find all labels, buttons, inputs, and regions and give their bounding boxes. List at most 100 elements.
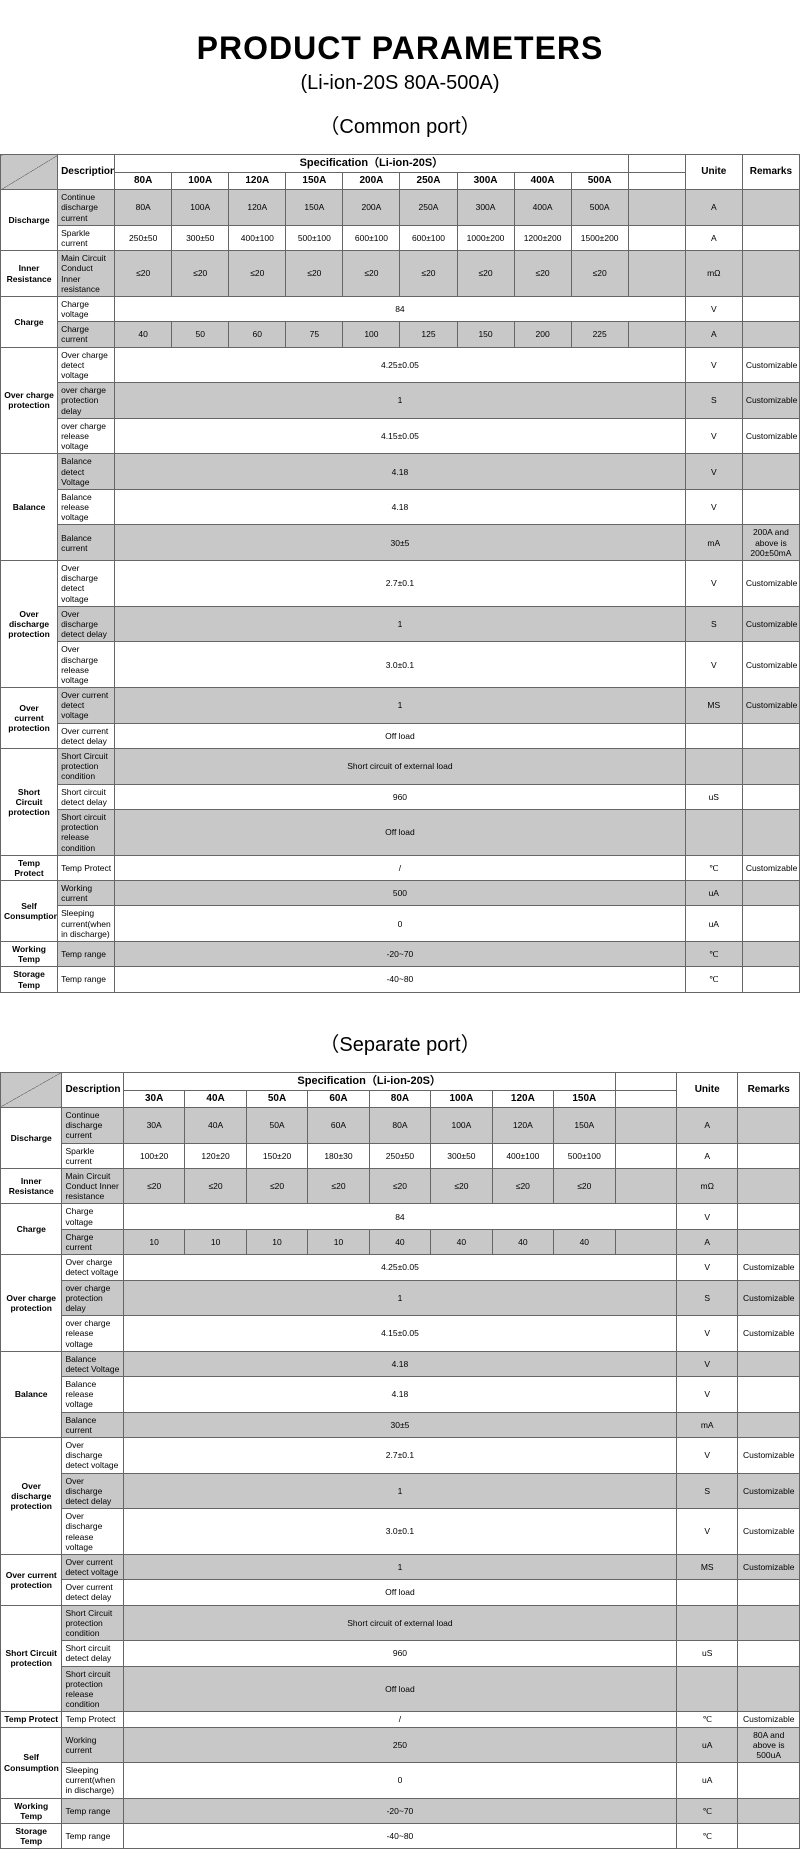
val: ≤20	[246, 1168, 307, 1204]
unit: V	[676, 1438, 737, 1474]
rem: Customizable	[738, 1438, 800, 1474]
rem	[738, 1168, 800, 1204]
rem: Customizable	[742, 688, 799, 724]
cat-occ: Over current protection	[1, 1554, 62, 1605]
val: 300A	[457, 190, 514, 226]
col-header: 50A	[246, 1090, 307, 1107]
rem: Customizable	[738, 1280, 800, 1316]
unit: S	[685, 606, 742, 642]
rem: Customizable	[738, 1554, 800, 1579]
diag-cell	[1, 155, 58, 190]
desc: Temp range	[58, 942, 115, 967]
val: 2.7±0.1	[115, 561, 686, 607]
val: ≤20	[172, 251, 229, 297]
unit: A	[685, 225, 742, 250]
desc: Over current detect voltage	[62, 1554, 123, 1579]
val: 500±100	[554, 1143, 615, 1168]
blank	[628, 155, 685, 173]
unit	[685, 723, 742, 748]
unit: uA	[685, 906, 742, 942]
val: 250A	[400, 190, 457, 226]
desc: Charge current	[58, 322, 115, 347]
cat-bal: Balance	[1, 454, 58, 561]
val: 4.18	[115, 454, 686, 490]
val: 100A	[172, 190, 229, 226]
val: 1200±200	[514, 225, 571, 250]
val: 4.18	[115, 489, 686, 525]
cat-scp: Short Circuit protection	[1, 1605, 62, 1712]
val: Short circuit of external load	[123, 1605, 676, 1641]
unit: A	[676, 1229, 737, 1254]
col-header: 120A	[229, 173, 286, 190]
val: 30±5	[115, 525, 686, 561]
rem	[742, 723, 799, 748]
val: 150A	[286, 190, 343, 226]
col-header: 120A	[492, 1090, 553, 1107]
desc: Balance release voltage	[62, 1377, 123, 1413]
val: 40A	[185, 1107, 246, 1143]
rem	[742, 454, 799, 490]
val: 40	[431, 1229, 492, 1254]
cat-ir: Inner Resistance	[1, 251, 58, 297]
unit: mΩ	[685, 251, 742, 297]
diag-cell	[1, 1072, 62, 1107]
desc: Working current	[62, 1727, 123, 1763]
rem-header: Remarks	[742, 155, 799, 190]
rem: 80A and above is 500uA	[738, 1727, 800, 1763]
val: 400A	[514, 190, 571, 226]
cat-scp: Short Circuit protection	[1, 749, 58, 856]
val: 150A	[554, 1107, 615, 1143]
rem	[742, 296, 799, 321]
desc-header: Description	[62, 1072, 123, 1107]
unit: uS	[676, 1641, 737, 1666]
rem	[738, 1666, 800, 1712]
val: 600±100	[343, 225, 400, 250]
rem: 200A and above is 200±50mA	[742, 525, 799, 561]
rem: Customizable	[742, 561, 799, 607]
val: -40~80	[115, 967, 686, 992]
unit: uA	[685, 881, 742, 906]
val: 10	[246, 1229, 307, 1254]
val: 75	[286, 322, 343, 347]
unit: A	[676, 1107, 737, 1143]
val: 400±100	[229, 225, 286, 250]
unit: V	[685, 418, 742, 454]
unit: mA	[685, 525, 742, 561]
val: ≤20	[571, 251, 628, 297]
unit: MS	[676, 1554, 737, 1579]
desc: Over charge detect voltage	[62, 1255, 123, 1280]
unit: V	[676, 1204, 737, 1229]
val: 250±50	[115, 225, 172, 250]
desc: Working current	[58, 881, 115, 906]
cat-ocp: Over charge protection	[1, 1255, 62, 1352]
val: 50A	[246, 1107, 307, 1143]
val: 120A	[492, 1107, 553, 1143]
desc: Short Circuit protection condition	[62, 1605, 123, 1641]
cat-odp: Over discharge protection	[1, 1438, 62, 1555]
val: ≤20	[554, 1168, 615, 1204]
desc: Main Circuit Conduct Inner resistance	[62, 1168, 123, 1204]
val: 150±20	[246, 1143, 307, 1168]
desc: Sleeping current(when in discharge)	[62, 1763, 123, 1799]
unit: A	[685, 322, 742, 347]
section-common-port: （Common port）	[0, 110, 800, 139]
val: 60	[229, 322, 286, 347]
val: 100A	[431, 1107, 492, 1143]
col-header: 100A	[172, 173, 229, 190]
blank	[628, 190, 685, 226]
col-header: 60A	[308, 1090, 369, 1107]
rem: Customizable	[738, 1473, 800, 1509]
col-header: 300A	[457, 173, 514, 190]
unit	[676, 1605, 737, 1641]
cat-discharge: Discharge	[1, 190, 58, 251]
val: 40	[554, 1229, 615, 1254]
blank	[628, 173, 685, 190]
table-common-port: DescriptionSpecification（Li-ion-20S）Unit…	[0, 154, 800, 993]
val: -40~80	[123, 1824, 676, 1849]
subtitle: (Li-ion-20S 80A-500A)	[0, 72, 800, 95]
rem	[742, 225, 799, 250]
val: 1	[123, 1554, 676, 1579]
cat-ocp: Over charge protection	[1, 347, 58, 454]
desc: over charge protection delay	[62, 1280, 123, 1316]
rem	[742, 749, 799, 785]
